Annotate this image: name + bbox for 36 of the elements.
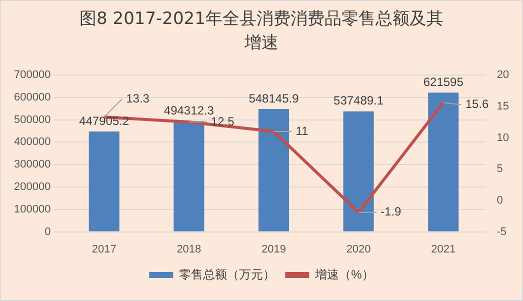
y-tick-label: 300000 [14, 158, 51, 171]
x-tick-label: 2017 [92, 243, 116, 256]
bar [174, 121, 204, 232]
bar [428, 92, 459, 232]
y2-tick-label: 15 [496, 100, 510, 112]
x-tick-label: 2018 [176, 243, 202, 256]
bar [88, 131, 120, 232]
y2-tick-label: -5 [496, 226, 507, 238]
y2-tick-label: 5 [496, 163, 503, 176]
data-label: 15.6 [465, 96, 490, 111]
chart-title: 图8 2017-2021年全县消费消费品零售总额及其增速 [78, 8, 444, 55]
x-tick-label: 2020 [346, 243, 371, 256]
data-label: 494312.3 [164, 103, 214, 118]
y2-tick-label: 0 [496, 194, 503, 206]
x-tick-label: 2019 [261, 243, 286, 256]
bar [343, 111, 374, 232]
data-label: 447905.2 [79, 114, 130, 128]
data-label: 548145.9 [248, 91, 300, 106]
y-tick-label: 0 [44, 226, 51, 238]
x-tick-label: 2021 [431, 243, 456, 256]
y-tick-label: 200000 [14, 181, 51, 194]
data-label: 621595 [423, 74, 464, 89]
y-tick-label: 500000 [14, 114, 51, 126]
data-label: 13.3 [126, 91, 150, 106]
data-label: -1.9 [380, 204, 402, 219]
data-label: 537489.1 [334, 94, 384, 108]
y-tick-label: 600000 [14, 91, 51, 104]
y-tick-label: 700000 [14, 69, 51, 82]
y-tick-label: 100000 [14, 203, 51, 216]
data-label: 11 [296, 124, 309, 138]
legend-label: 增速（%） [314, 267, 374, 282]
bar [258, 109, 289, 232]
y2-tick-label: 10 [496, 132, 510, 144]
legend-label: 零售总额（万元） [179, 267, 276, 282]
y2-tick-label: 20 [496, 69, 510, 82]
y-tick-label: 400000 [14, 136, 51, 148]
